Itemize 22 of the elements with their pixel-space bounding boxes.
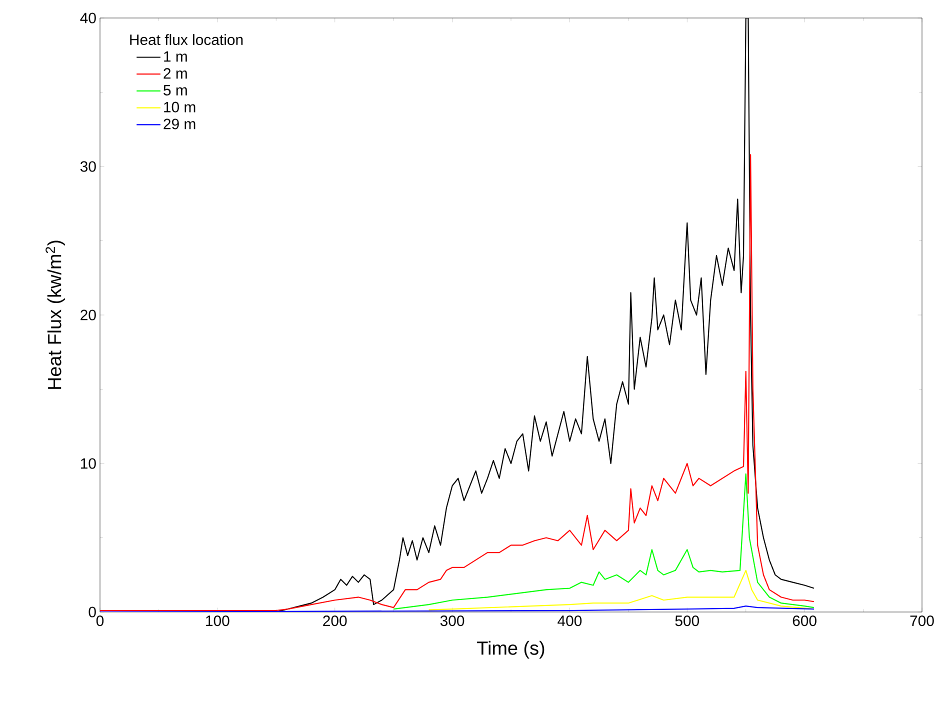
legend-label: 10 m xyxy=(164,102,196,112)
x-tick-label: 300 xyxy=(440,616,464,626)
line-series xyxy=(393,473,815,610)
legend-label: 1 m xyxy=(164,51,187,62)
x-tick-label: 200 xyxy=(323,616,347,626)
x-tick-label: 700 xyxy=(910,616,934,626)
y-axis-title: Heat Flux (kw/m$^{2}$) xyxy=(46,240,66,389)
y-tick-label: 10 xyxy=(81,458,96,469)
x-tick-label: 0 xyxy=(96,616,104,626)
x-tick-label: 500 xyxy=(675,616,700,626)
legend-title: Heat flux location xyxy=(130,34,243,46)
y-tick-label: 30 xyxy=(80,161,96,172)
x-tick-label: 600 xyxy=(792,616,816,626)
x-axis-title: Time (s) xyxy=(477,640,544,659)
y-tick-label: 40 xyxy=(80,12,96,24)
legend-label: 2 m xyxy=(164,68,187,79)
x-tick-label: 100 xyxy=(206,616,230,626)
x-tick-label: 400 xyxy=(558,616,582,626)
y-tick-label: 0 xyxy=(88,606,96,618)
legend-label: 5 m xyxy=(164,85,187,96)
y-tick-label: 20 xyxy=(80,310,96,320)
legend-label: 29 m xyxy=(164,118,196,130)
